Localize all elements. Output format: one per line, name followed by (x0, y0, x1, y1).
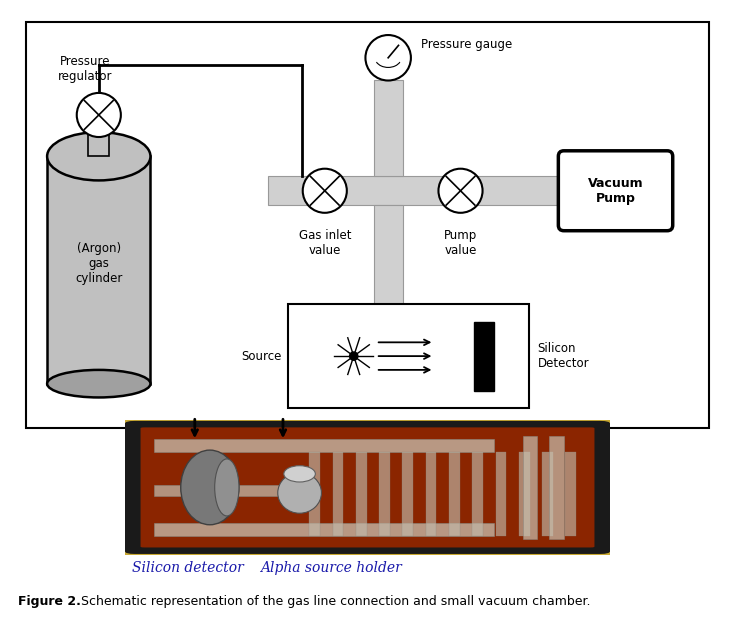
Bar (47, 156, 151, 384)
Circle shape (76, 93, 121, 137)
Text: Schematic representation of the gas line connection and small vacuum chamber.: Schematic representation of the gas line… (77, 595, 591, 608)
Ellipse shape (215, 459, 239, 516)
Text: Silicon detector: Silicon detector (132, 561, 243, 574)
Ellipse shape (47, 132, 151, 180)
Bar (474, 321, 494, 391)
Bar (542, 452, 553, 536)
Bar (332, 452, 343, 536)
Bar (523, 436, 537, 539)
Text: Alpha source holder: Alpha source holder (260, 561, 401, 574)
Bar (373, 80, 403, 176)
Bar (449, 452, 459, 536)
Ellipse shape (47, 370, 151, 397)
Bar (154, 523, 494, 536)
Text: Pump
value: Pump value (444, 229, 477, 257)
Circle shape (350, 352, 358, 360)
FancyBboxPatch shape (140, 426, 595, 549)
Bar (379, 452, 390, 536)
Text: Silicon
Detector: Silicon Detector (538, 342, 589, 370)
Circle shape (439, 168, 483, 213)
Bar (495, 452, 506, 536)
Text: Pressure gauge: Pressure gauge (421, 38, 512, 51)
Bar (88, 132, 109, 156)
Circle shape (303, 168, 347, 213)
Text: (Argon)
gas
cylinder: (Argon) gas cylinder (75, 242, 123, 284)
Bar (154, 439, 494, 452)
Bar (565, 452, 576, 536)
Bar (426, 452, 437, 536)
Bar (268, 176, 664, 205)
FancyBboxPatch shape (125, 421, 610, 554)
Bar (356, 452, 367, 536)
Bar (473, 452, 483, 536)
Text: Source: Source (241, 350, 282, 363)
Bar (519, 452, 529, 536)
Bar (154, 485, 290, 495)
Bar (403, 452, 413, 536)
Text: Pressure
regulator: Pressure regulator (58, 55, 112, 83)
Text: Figure 2.: Figure 2. (18, 595, 82, 608)
Bar (550, 436, 564, 539)
Ellipse shape (181, 450, 239, 524)
Text: Gas inlet
value: Gas inlet value (298, 229, 351, 257)
Bar (288, 304, 529, 408)
Ellipse shape (284, 466, 315, 482)
Bar (309, 452, 320, 536)
Ellipse shape (278, 473, 321, 513)
Text: Vacuum
Pump: Vacuum Pump (588, 176, 643, 205)
Circle shape (365, 35, 411, 81)
Bar (373, 205, 403, 304)
FancyBboxPatch shape (559, 151, 673, 231)
